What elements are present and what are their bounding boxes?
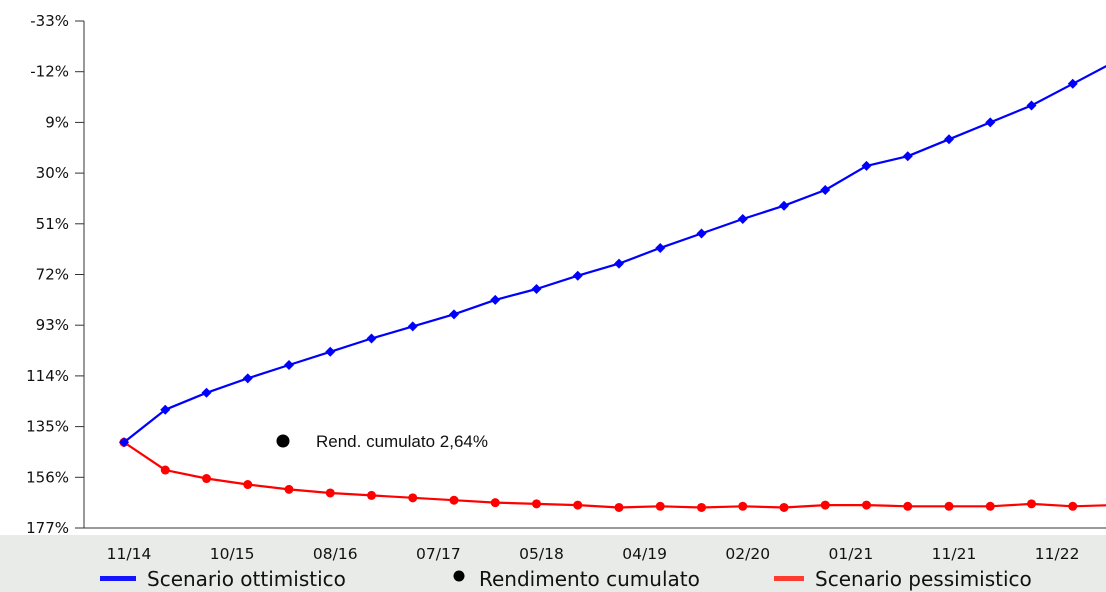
legend-item-rendimento: Rendimento cumulato: [453, 567, 700, 591]
y-tick-label: 51%: [36, 215, 69, 233]
y-tick-label: 156%: [26, 468, 69, 486]
series-line-pessimistico: [123, 441, 1106, 509]
data-point-ottimistico: [201, 387, 212, 398]
data-point-ottimistico: [572, 270, 583, 281]
x-tick-label: 01/21: [829, 545, 874, 563]
legend-item-ottimistico: Scenario ottimistico: [100, 567, 346, 591]
y-tick-label: -12%: [30, 63, 69, 81]
data-point-pessimistico: [243, 480, 253, 490]
x-tick-label: 05/18: [519, 545, 564, 563]
series-line-ottimistico: [123, 64, 1106, 444]
x-tick-label: 04/19: [622, 545, 667, 563]
data-point-pessimistico: [738, 501, 748, 511]
data-point-pessimistico: [573, 500, 583, 510]
y-tick-label: 93%: [36, 316, 69, 334]
data-point-pessimistico: [985, 501, 995, 511]
legend-swatch-rendimento: [453, 570, 465, 582]
y-tick-label: 135%: [26, 418, 69, 436]
data-point-ottimistico: [1067, 78, 1078, 89]
footer-background: [0, 535, 1106, 592]
y-axis-ticks: 177% 156% 135% 114% 93% 72% 51% 30% 9% -12% -33%: [26, 12, 84, 537]
legend-item-pessimistico: Scenario pessimistico: [774, 567, 1032, 591]
x-tick-label: 10/15: [210, 545, 255, 563]
data-point-ottimistico: [696, 228, 707, 239]
legend-label-rendimento: Rendimento cumulato: [479, 567, 700, 591]
data-point-pessimistico: [820, 500, 830, 510]
annotation-dot: [276, 434, 290, 448]
data-point-ottimistico: [119, 437, 129, 448]
data-point-pessimistico: [490, 498, 500, 508]
legend: Scenario ottimistico Rendimento cumulato…: [100, 567, 1032, 591]
data-point-ottimistico: [490, 294, 501, 305]
data-point-ottimistico: [737, 213, 748, 224]
data-point-ottimistico: [902, 151, 913, 162]
data-point-ottimistico: [820, 185, 831, 195]
data-point-pessimistico: [1027, 499, 1036, 509]
data-point-pessimistico: [532, 499, 541, 509]
data-point-ottimistico: [242, 373, 253, 384]
data-point-pessimistico: [779, 502, 789, 512]
annotation-label: Rend. cumulato 2,64%: [316, 432, 488, 451]
data-point-ottimistico: [614, 258, 624, 269]
data-point-pessimistico: [903, 501, 913, 511]
data-point-ottimistico: [944, 134, 954, 145]
data-point-ottimistico: [284, 360, 294, 371]
x-tick-label: 11/21: [932, 545, 977, 563]
data-point-ottimistico: [449, 309, 459, 320]
data-point-ottimistico: [985, 117, 996, 128]
data-point-ottimistico: [779, 200, 789, 211]
legend-swatch-ottimistico: [100, 576, 136, 581]
data-point-pessimistico: [655, 501, 665, 511]
data-point-pessimistico: [697, 502, 706, 512]
legend-label-pessimistico: Scenario pessimistico: [815, 567, 1032, 591]
data-point-ottimistico: [861, 160, 872, 171]
data-point-ottimistico: [366, 333, 377, 344]
data-point-pessimistico: [944, 501, 954, 511]
data-point-ottimistico: [531, 283, 542, 294]
legend-label-ottimistico: Scenario ottimistico: [147, 567, 346, 591]
x-tick-label: 02/20: [725, 545, 770, 563]
data-point-ottimistico: [1026, 100, 1037, 111]
x-tick-label: 08/16: [313, 545, 358, 563]
annotation: Rend. cumulato 2,64%: [276, 432, 488, 451]
y-tick-label: 177%: [26, 519, 69, 537]
data-point-pessimistico: [202, 474, 211, 484]
data-point-pessimistico: [367, 490, 376, 500]
x-tick-label: 11/14: [107, 545, 152, 563]
data-point-ottimistico: [160, 404, 171, 415]
data-point-ottimistico: [325, 346, 336, 357]
data-point-pessimistico: [408, 493, 418, 503]
data-point-pessimistico: [325, 488, 335, 498]
y-tick-label: 114%: [26, 367, 69, 385]
legend-swatch-pessimistico: [774, 576, 804, 581]
data-point-pessimistico: [449, 495, 459, 505]
y-tick-label: -33%: [30, 12, 69, 30]
x-tick-label: 11/22: [1035, 545, 1080, 563]
data-point-pessimistico: [1068, 501, 1078, 511]
x-axis-ticks: 11/14 10/15 08/16 07/17 05/18 04/19 02/20 01/21…: [107, 545, 1080, 563]
y-tick-label: 30%: [36, 164, 69, 182]
data-point-pessimistico: [284, 484, 294, 494]
data-point-pessimistico: [160, 465, 170, 475]
y-tick-label: 9%: [45, 113, 69, 131]
data-point-pessimistico: [862, 500, 871, 510]
data-point-ottimistico: [407, 321, 418, 332]
data-point-pessimistico: [614, 502, 624, 512]
data-point-ottimistico: [655, 242, 666, 253]
y-tick-label: 72%: [36, 266, 69, 284]
series-layer: [119, 64, 1106, 512]
x-tick-label: 07/17: [416, 545, 461, 563]
